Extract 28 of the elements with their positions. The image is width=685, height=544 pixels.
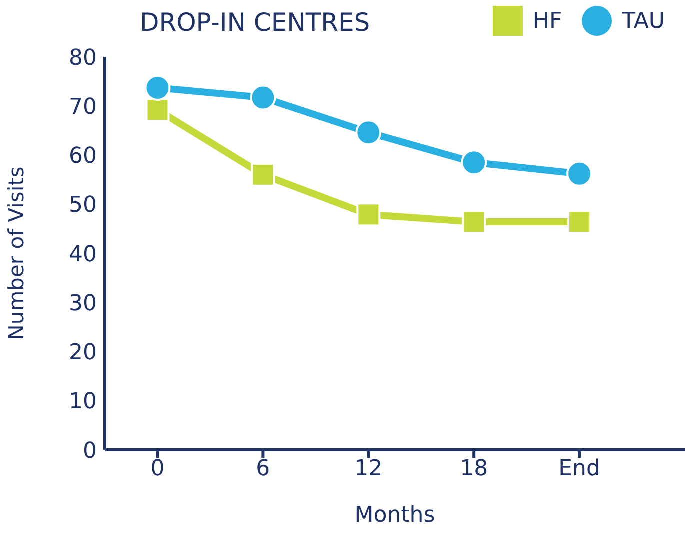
x-tick-label: 12 (354, 456, 383, 482)
y-tick-label: 70 (69, 94, 97, 120)
x-tick-label: 18 (460, 456, 488, 482)
y-tick-label: 80 (69, 46, 97, 71)
x-tick-label: End (558, 456, 600, 482)
point (568, 210, 592, 234)
x-tick-label: 0 (150, 456, 165, 482)
point (356, 202, 381, 227)
y-tick-label: 0 (83, 438, 97, 464)
point (251, 162, 276, 187)
y-tick-label: 40 (69, 242, 97, 268)
x-tick-label: 6 (256, 456, 270, 482)
y-tick-label: 20 (69, 340, 97, 366)
y-tick-label: 50 (69, 193, 97, 218)
legend-label: TAU (621, 8, 665, 36)
x-axis-title: Months (354, 503, 436, 528)
point (461, 150, 488, 176)
point (566, 160, 593, 187)
point (356, 120, 382, 146)
point (146, 98, 170, 122)
point (462, 210, 486, 234)
y-tick-label: 10 (69, 390, 97, 415)
y-axis-title: Number of Visits (4, 166, 28, 340)
point (250, 84, 276, 111)
y-tick-label: 30 (69, 291, 97, 316)
legend-label: HF (532, 8, 562, 36)
chart-title: DROP-IN CENTRES (140, 8, 370, 37)
y-tick-label: 60 (69, 144, 97, 170)
